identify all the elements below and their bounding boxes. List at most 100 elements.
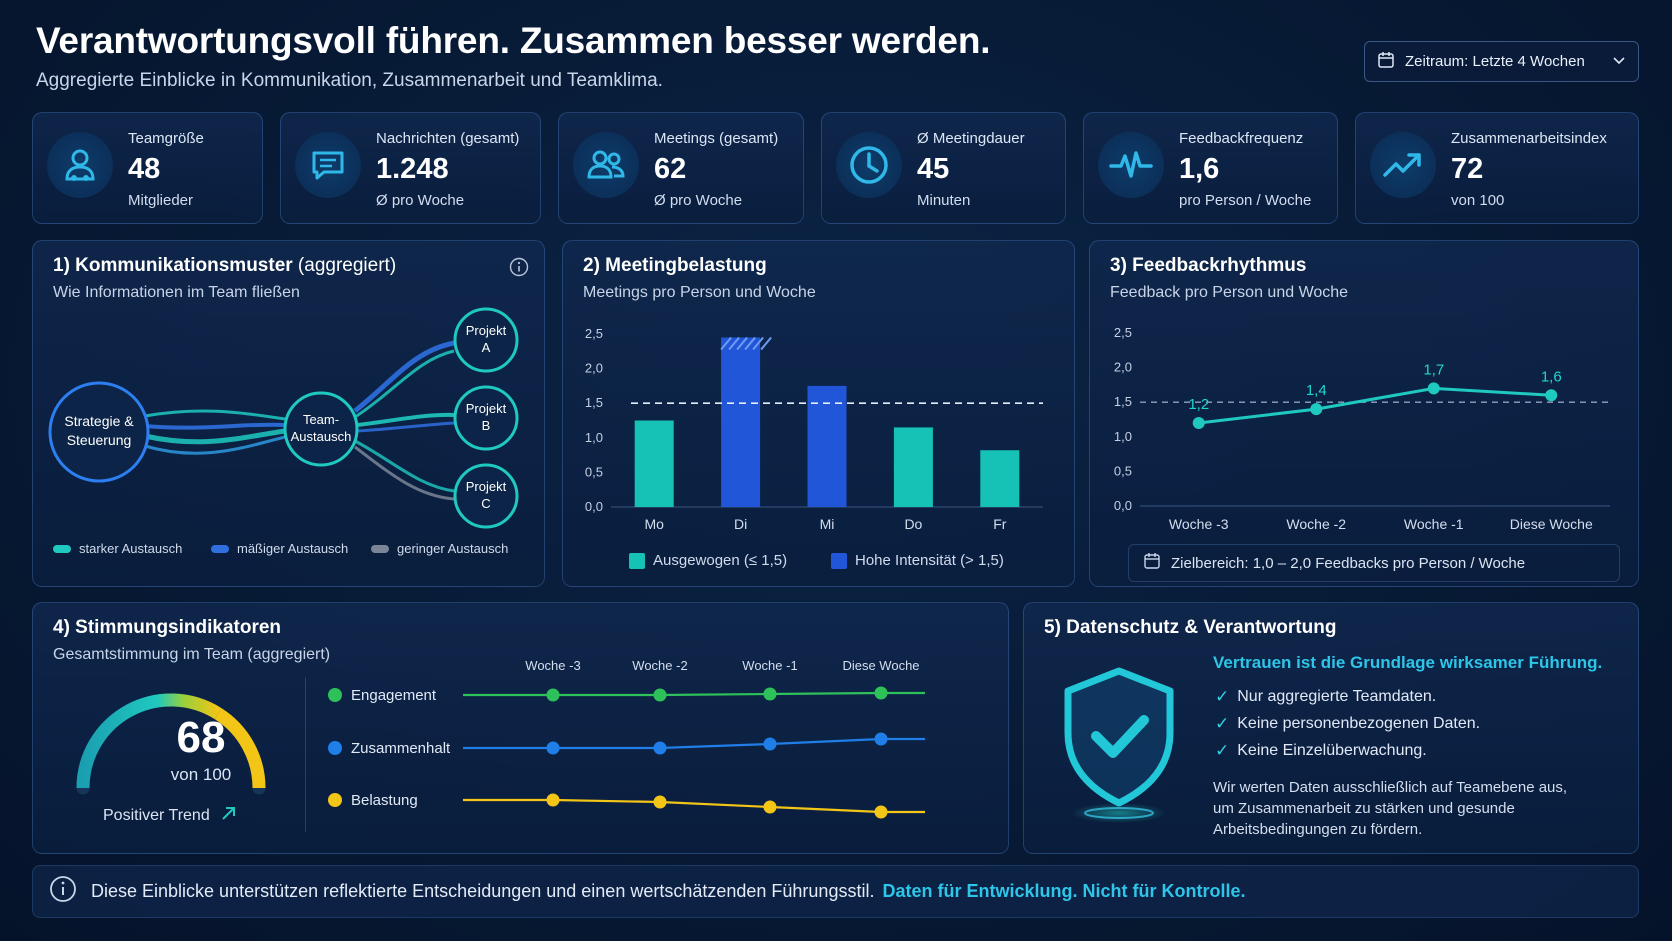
mood-score-of: von 100 bbox=[170, 765, 232, 784]
legend-strong: starker Austausch bbox=[53, 541, 182, 556]
x-tick-label: Woche -2 bbox=[1286, 516, 1346, 531]
kpi-label: Meetings (gesamt) bbox=[654, 130, 779, 147]
kpi-value: 62 bbox=[654, 153, 687, 185]
info-icon bbox=[49, 875, 77, 908]
x-tick-label: Do bbox=[904, 516, 922, 531]
target-range: Zielbereich: 1,0 – 2,0 Feedbacks pro Per… bbox=[1128, 544, 1620, 582]
svg-text:A: A bbox=[482, 340, 491, 355]
check-icon: ✓ bbox=[1215, 741, 1230, 760]
feedback-subtitle: Feedback pro Person und Woche bbox=[1110, 284, 1349, 301]
meetings-panel: 2) Meetingbelastung Meetings pro Person … bbox=[562, 240, 1075, 587]
week-label: Diese Woche bbox=[842, 658, 919, 673]
mood-indicator-chart: Woche -3 Woche -2 Woche -1 Diese Woche Engag… bbox=[328, 658, 925, 819]
y-tick-label: 0,5 bbox=[585, 464, 603, 479]
communication-network: Strategie & Steuerung Team- Austausch Pr… bbox=[48, 307, 519, 529]
x-tick-label: Mi bbox=[820, 516, 835, 531]
kpi-label: Ø Meetingdauer bbox=[917, 130, 1025, 147]
privacy-headline: Vertrauen ist die Grundlage wirksamer Fü… bbox=[1213, 653, 1603, 672]
mood-trend: Positiver Trend bbox=[103, 804, 238, 827]
check-item: ✓ Nur aggregierte Teamdaten. bbox=[1215, 687, 1437, 706]
footer-text: Diese Einblicke unterstützen reflektiert… bbox=[91, 881, 875, 901]
node-project-b: Projekt B bbox=[453, 385, 519, 451]
period-select[interactable]: Zeitraum: Letzte 4 Wochen bbox=[1364, 41, 1639, 82]
feedback-panel: 3) Feedbackrhythmus Feedback pro Person … bbox=[1089, 240, 1639, 587]
indicator-point bbox=[653, 688, 667, 702]
x-tick-label: Mo bbox=[644, 516, 664, 531]
check-item: ✓ Keine Einzelüberwachung. bbox=[1215, 741, 1427, 760]
kpi-value: 72 bbox=[1451, 153, 1484, 185]
indicator-label: Zusammenhalt bbox=[351, 740, 451, 757]
kpi-card-team-size: Teamgröße 48 Mitglieder bbox=[32, 112, 263, 224]
kpi-sub: Minuten bbox=[917, 192, 971, 209]
y-tick-label: 2,0 bbox=[585, 361, 603, 376]
privacy-title: 5) Datenschutz & Verantwortung bbox=[1044, 617, 1337, 638]
legend-moderate: mäßiger Austausch bbox=[211, 541, 348, 556]
chat-icon bbox=[295, 132, 361, 198]
indicator-point bbox=[763, 800, 777, 814]
bar-hatch bbox=[752, 336, 764, 351]
info-icon[interactable] bbox=[509, 257, 529, 282]
svg-text:Projekt: Projekt bbox=[466, 323, 507, 338]
bar bbox=[980, 450, 1020, 507]
kpi-sub: von 100 bbox=[1451, 192, 1505, 209]
bar bbox=[721, 337, 761, 507]
kpi-sub: Mitglieder bbox=[128, 192, 194, 209]
kpi-label: Teamgröße bbox=[128, 130, 204, 147]
y-tick-label: 1,0 bbox=[1114, 429, 1132, 444]
page-subtitle: Aggregierte Einblicke in Kommunikation, … bbox=[36, 70, 663, 91]
meetings-subtitle: Meetings pro Person und Woche bbox=[583, 284, 816, 301]
indicator-point bbox=[546, 793, 560, 807]
kpi-card-meetings: Meetings (gesamt) 62 Ø pro Woche bbox=[558, 112, 804, 224]
bar bbox=[807, 385, 847, 507]
kpi-card-feedback-frequency: Feedbackfrequenz 1,6 pro Person / Woche bbox=[1083, 112, 1338, 224]
kpi-value: 1,6 bbox=[1179, 153, 1220, 185]
y-tick-label: 2,5 bbox=[1114, 325, 1132, 340]
group-icon bbox=[573, 132, 639, 198]
trend-up-icon bbox=[1370, 132, 1436, 198]
calendar-icon bbox=[1143, 552, 1161, 574]
check-icon: ✓ bbox=[1215, 687, 1230, 706]
kpi-sub: Ø pro Woche bbox=[376, 192, 465, 209]
footer-note: Diese Einblicke unterstützen reflektiert… bbox=[32, 865, 1639, 918]
week-label: Woche -1 bbox=[742, 658, 797, 673]
indicator-point bbox=[874, 805, 888, 819]
kpi-card-meeting-duration: Ø Meetingdauer 45 Minuten bbox=[821, 112, 1066, 224]
kpi-sub: pro Person / Woche bbox=[1179, 192, 1312, 209]
indicator-dot bbox=[328, 793, 342, 807]
meetings-title: 2) Meetingbelastung bbox=[583, 255, 767, 276]
data-point bbox=[1192, 416, 1205, 429]
svg-text:Steuerung: Steuerung bbox=[67, 432, 132, 448]
series-line bbox=[1198, 386, 1552, 425]
week-label: Woche -3 bbox=[525, 658, 580, 673]
mood-panel: 4) Stimmungsindikatoren Gesamtstimmung i… bbox=[32, 602, 1009, 854]
y-tick-label: 1,5 bbox=[1114, 394, 1132, 409]
team-icon bbox=[47, 132, 113, 198]
period-label: Zeitraum: Letzte 4 Wochen bbox=[1405, 53, 1585, 70]
mood-score: 68 bbox=[176, 713, 226, 762]
privacy-text: Wir werten Daten ausschließlich auf Team… bbox=[1213, 779, 1568, 838]
bar-hatch bbox=[760, 336, 772, 351]
communication-panel: 1) Kommunikationsmuster (aggregiert) Wie… bbox=[32, 240, 545, 587]
kpi-value: 48 bbox=[128, 153, 161, 185]
chevron-down-icon bbox=[1612, 53, 1626, 70]
y-tick-label: 0,0 bbox=[1114, 498, 1132, 513]
check-item: ✓ Keine personenbezogenen Daten. bbox=[1215, 714, 1481, 733]
bar-hatch bbox=[720, 336, 732, 351]
clock-icon bbox=[836, 132, 902, 198]
mood-title: 4) Stimmungsindikatoren bbox=[53, 617, 282, 638]
y-tick-label: 1,0 bbox=[585, 430, 603, 445]
calendar-icon bbox=[1377, 51, 1395, 73]
kpi-sub: Ø pro Woche bbox=[654, 192, 743, 209]
communication-title: 1) Kommunikationsmuster (aggregiert) bbox=[53, 255, 397, 276]
privacy-panel: 5) Datenschutz & Verantwortung Vertrauen… bbox=[1023, 602, 1639, 854]
indicator-line bbox=[463, 691, 925, 697]
data-point bbox=[1310, 403, 1323, 416]
indicator-dot bbox=[328, 688, 342, 702]
indicator-point bbox=[653, 741, 667, 755]
mood-gauge bbox=[76, 693, 266, 795]
footer-highlight: Daten für Entwicklung. Nicht für Kontrol… bbox=[882, 881, 1246, 901]
data-label: 1,7 bbox=[1423, 361, 1444, 378]
svg-text:Austausch: Austausch bbox=[291, 429, 352, 444]
x-tick-label: Woche -1 bbox=[1404, 516, 1464, 531]
indicator-point bbox=[546, 688, 560, 702]
